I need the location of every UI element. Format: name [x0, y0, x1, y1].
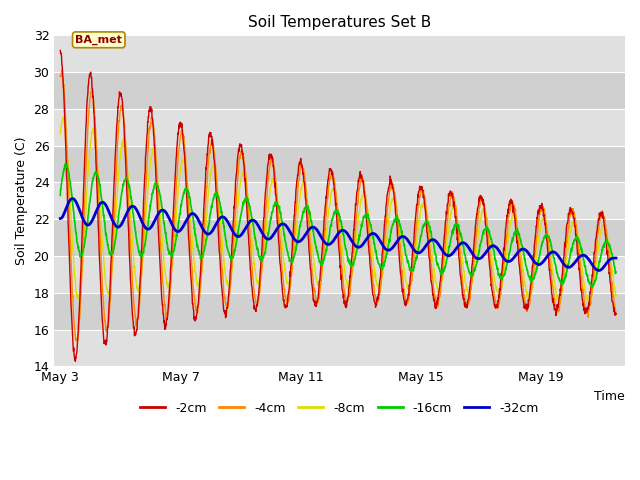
Line: -16cm: -16cm — [60, 164, 616, 288]
-2cm — [570, 216, 577, 221]
-4cm — [454, 233, 462, 239]
-16cm — [454, 225, 462, 231]
-2cm — [125, 247, 133, 253]
-32cm — [597, 267, 605, 273]
-8cm — [60, 114, 67, 120]
Line: -2cm: -2cm — [60, 50, 616, 361]
-16cm — [570, 240, 577, 246]
-4cm — [612, 310, 620, 316]
-4cm — [570, 209, 577, 215]
-32cm — [56, 216, 64, 221]
-4cm — [431, 295, 439, 301]
-4cm — [283, 301, 291, 307]
-16cm — [612, 269, 620, 275]
-8cm — [570, 222, 577, 228]
-4cm — [74, 338, 81, 344]
Bar — [54, 72, 625, 109]
-2cm — [56, 48, 64, 53]
-8cm — [585, 300, 593, 305]
X-axis label: Time: Time — [595, 390, 625, 403]
-32cm — [595, 267, 603, 273]
Bar — [54, 36, 625, 72]
-8cm — [431, 273, 438, 278]
-32cm — [431, 238, 438, 243]
-32cm — [454, 243, 462, 249]
-8cm — [125, 189, 133, 195]
Bar — [54, 293, 625, 330]
-2cm — [596, 211, 604, 216]
-2cm — [612, 311, 620, 316]
Bar — [54, 330, 625, 366]
Text: BA_met: BA_met — [76, 35, 122, 45]
-32cm — [125, 206, 133, 212]
Bar — [54, 182, 625, 219]
-16cm — [282, 244, 290, 250]
-4cm — [58, 67, 66, 72]
-32cm — [612, 255, 620, 261]
-8cm — [454, 222, 462, 228]
Bar — [54, 219, 625, 256]
-16cm — [61, 161, 69, 167]
-8cm — [612, 293, 620, 299]
-16cm — [125, 184, 133, 190]
-2cm — [454, 243, 462, 249]
Bar — [54, 256, 625, 293]
-2cm — [282, 303, 290, 309]
Bar — [54, 145, 625, 182]
-8cm — [282, 275, 290, 280]
Bar — [54, 109, 625, 145]
-16cm — [431, 249, 438, 254]
-2cm — [72, 359, 79, 364]
-32cm — [68, 196, 76, 202]
Title: Soil Temperatures Set B: Soil Temperatures Set B — [248, 15, 431, 30]
Line: -4cm: -4cm — [60, 70, 616, 341]
-4cm — [597, 215, 605, 221]
-8cm — [597, 232, 605, 238]
-8cm — [56, 131, 64, 137]
Line: -8cm: -8cm — [60, 117, 616, 302]
-16cm — [588, 285, 596, 290]
-4cm — [125, 217, 133, 223]
-16cm — [597, 255, 605, 261]
-2cm — [431, 300, 438, 306]
-32cm — [570, 261, 577, 267]
-32cm — [282, 223, 290, 229]
Line: -32cm: -32cm — [60, 199, 616, 270]
-4cm — [56, 73, 64, 79]
Y-axis label: Soil Temperature (C): Soil Temperature (C) — [15, 137, 28, 265]
-16cm — [56, 192, 64, 198]
Legend: -2cm, -4cm, -8cm, -16cm, -32cm: -2cm, -4cm, -8cm, -16cm, -32cm — [136, 396, 544, 420]
